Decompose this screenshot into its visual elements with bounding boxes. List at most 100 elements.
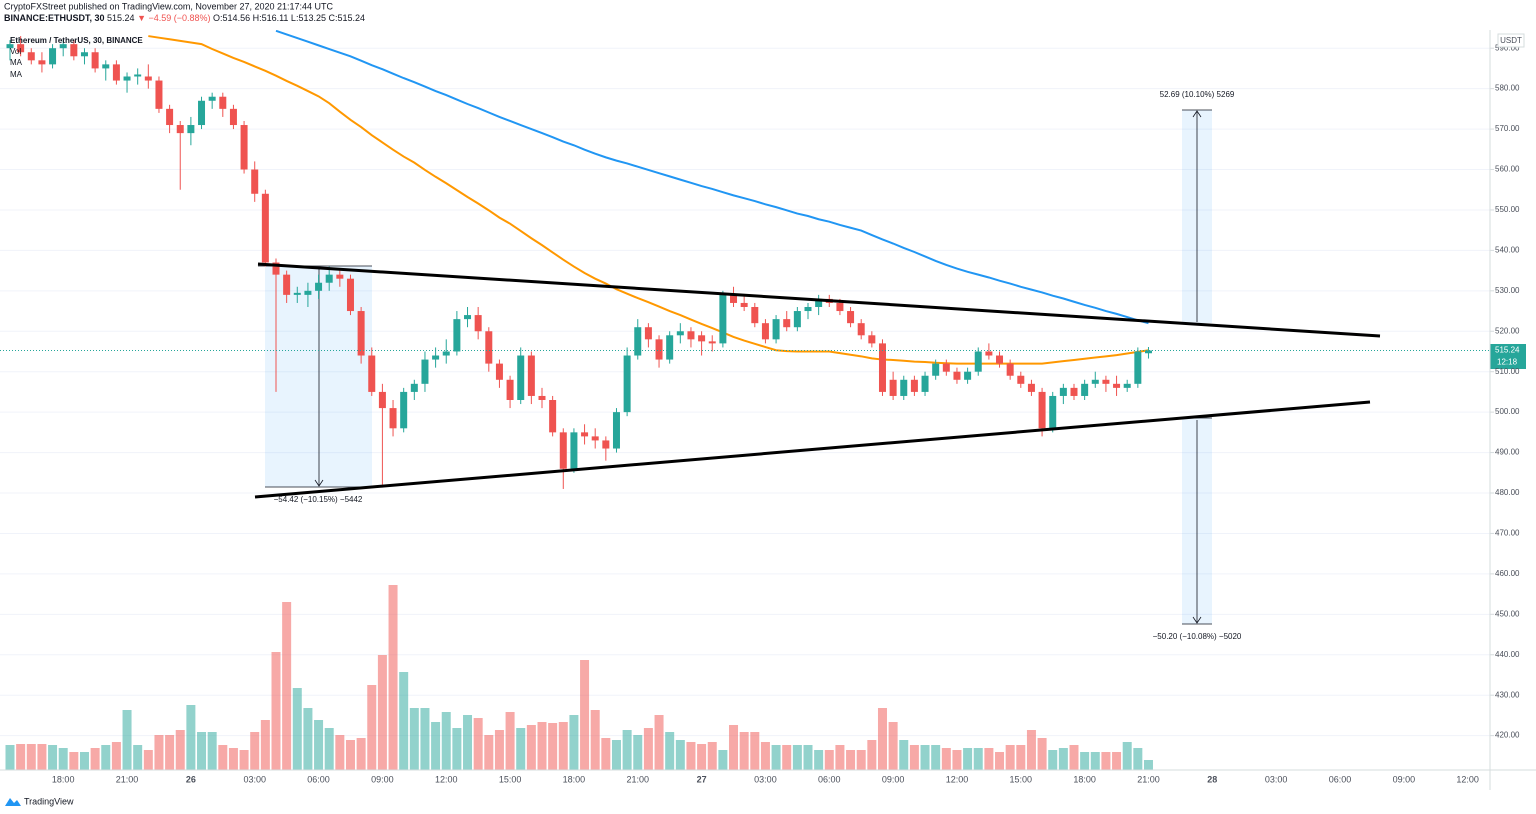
candle-body: [38, 60, 46, 65]
measure-tools: −54.42 (−10.15%) −5442 52.69 (10.10%) 52…: [258, 90, 1242, 641]
volume-bar: [111, 742, 121, 770]
candle-body: [357, 311, 365, 356]
trendline[interactable]: [254, 400, 1371, 499]
x-tick-label: 06:00: [1329, 774, 1352, 784]
volume-bar: [973, 748, 983, 770]
candle-body: [1027, 383, 1035, 392]
candle-body: [495, 363, 503, 380]
candle-body: [91, 52, 99, 69]
candle-body: [996, 355, 1004, 364]
candle-body: [1070, 387, 1078, 396]
candle-body: [666, 335, 674, 360]
candle-body: [1091, 379, 1099, 384]
volume-bar: [537, 722, 547, 770]
volume-bar: [431, 722, 441, 770]
x-tick-label: 28: [1207, 774, 1217, 784]
volume-bar: [1122, 742, 1132, 770]
candle-body: [719, 294, 727, 344]
volume-bar: [526, 725, 536, 770]
y-tick-label: 480.00: [1495, 488, 1520, 497]
volume-bar: [569, 715, 579, 770]
candle-body: [421, 359, 429, 384]
y-tick-label: 520.00: [1495, 326, 1520, 335]
volume-bar: [122, 710, 132, 770]
time-axis: 18:00 21:00 26 03:00 06:00 09:00 12:00 15:00 18:…: [52, 774, 1479, 784]
candle-body: [325, 274, 333, 283]
candle-body: [1144, 350, 1152, 354]
x-tick-label: 27: [697, 774, 707, 784]
candle-body: [346, 278, 354, 312]
currency-box[interactable]: [1497, 33, 1525, 48]
candle-body: [176, 125, 184, 134]
volume-bar: [388, 585, 398, 770]
candle-body: [527, 355, 535, 396]
volume-bar: [90, 748, 100, 770]
candle-body: [304, 290, 312, 295]
candle-body: [123, 76, 131, 81]
candle-body: [1113, 383, 1121, 388]
volume-bar: [601, 738, 611, 770]
volume-bar: [1005, 745, 1015, 770]
candle-body: [740, 302, 748, 307]
candle-body: [602, 440, 610, 449]
candle-body: [389, 408, 397, 429]
candle-body: [655, 339, 663, 360]
volume-bar: [175, 730, 185, 770]
volume-bar: [654, 715, 664, 770]
y-tick-label: 420.00: [1495, 731, 1520, 740]
volume-bar: [718, 750, 728, 770]
candles: [6, 36, 1152, 489]
volume-bar: [441, 712, 451, 770]
volume-bar: [707, 742, 717, 770]
volume-bar: [1090, 752, 1100, 770]
candle-body: [59, 44, 67, 49]
volume-bar: [250, 732, 260, 770]
candle-body: [240, 125, 248, 170]
candle-body: [730, 294, 738, 303]
volume-bar: [643, 728, 653, 770]
volume-bar: [867, 740, 877, 770]
logo-icon: [5, 798, 21, 806]
volume-bar: [367, 685, 377, 770]
brand[interactable]: TradingView: [24, 796, 74, 806]
candle-body: [410, 383, 418, 392]
candle-body: [112, 64, 120, 81]
candle-body: [208, 96, 216, 101]
y-tick-label: 450.00: [1495, 609, 1520, 618]
arrow-head: [1192, 110, 1202, 118]
volume-bar: [484, 735, 494, 770]
legend-volume: Vol: [10, 47, 21, 56]
volume-bar: [133, 745, 143, 770]
volume-bar: [1143, 760, 1153, 770]
candle-body: [400, 391, 408, 429]
candle-body: [1123, 383, 1131, 388]
volume-bar: [292, 688, 302, 770]
x-tick-label: 09:00: [371, 774, 394, 784]
candle-body: [102, 64, 110, 69]
candle-body: [432, 355, 440, 360]
volume-bar: [228, 748, 238, 770]
volume-bar: [16, 744, 26, 770]
volume-bar: [1026, 730, 1036, 770]
x-tick-label: 15:00: [1010, 774, 1033, 784]
candle-body: [836, 302, 844, 312]
volume-bar: [856, 750, 866, 770]
volume-bar: [729, 725, 739, 770]
volume-bar: [1069, 745, 1079, 770]
x-tick-label: 09:00: [1393, 774, 1416, 784]
volume-bar: [846, 750, 856, 770]
candle-body: [772, 319, 780, 340]
volume-bar: [5, 745, 15, 770]
volume-bar: [377, 655, 387, 770]
volume-bar: [739, 732, 749, 770]
volume-bar: [984, 748, 994, 770]
candle-body: [676, 331, 684, 336]
y-tick-label: 570.00: [1495, 124, 1520, 133]
candle-body: [985, 351, 993, 356]
volume-bar: [920, 745, 930, 770]
trendline[interactable]: [257, 262, 1381, 338]
legend-title: Ethereum / TetherUS, 30, BINANCE: [10, 36, 143, 45]
volume-bar: [611, 740, 621, 770]
candle-body: [336, 274, 344, 279]
